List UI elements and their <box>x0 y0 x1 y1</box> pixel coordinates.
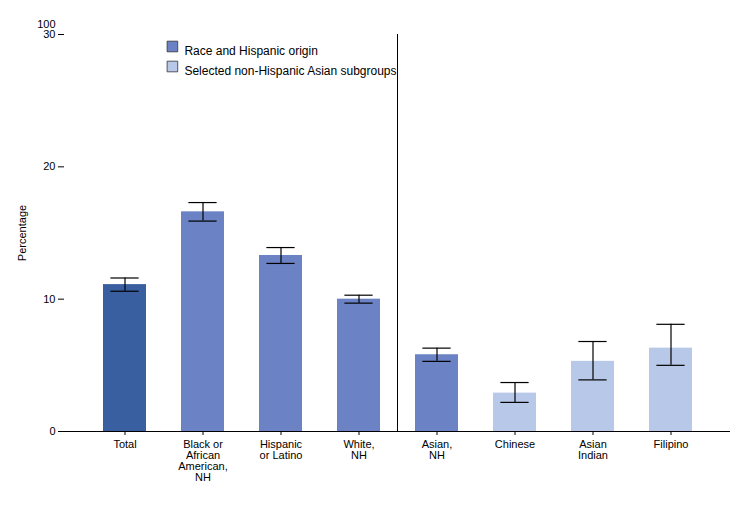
svg-text:White,NH: White,NH <box>343 438 374 461</box>
svg-text:Total: Total <box>113 438 136 450</box>
svg-text:100: 100 <box>37 18 55 30</box>
svg-text:Chinese: Chinese <box>495 438 535 450</box>
svg-text:Asian,NH: Asian,NH <box>422 438 453 461</box>
svg-text:10: 10 <box>43 293 55 305</box>
svg-text:Race and Hispanic origin: Race and Hispanic origin <box>184 44 317 58</box>
svg-text:AsianIndian: AsianIndian <box>578 438 608 461</box>
svg-text:20: 20 <box>43 160 55 172</box>
svg-text:Filipino: Filipino <box>654 438 689 450</box>
svg-text:Selected non-Hispanic Asian su: Selected non-Hispanic Asian subgroups <box>184 64 396 78</box>
svg-text:0: 0 <box>49 425 55 437</box>
svg-text:Black orAfricanAmerican,NH: Black orAfricanAmerican,NH <box>178 438 228 483</box>
svg-text:30: 30 <box>43 28 56 40</box>
svg-text:Hispanicor Latino: Hispanicor Latino <box>260 438 303 461</box>
svg-text:Percentage: Percentage <box>16 205 28 261</box>
